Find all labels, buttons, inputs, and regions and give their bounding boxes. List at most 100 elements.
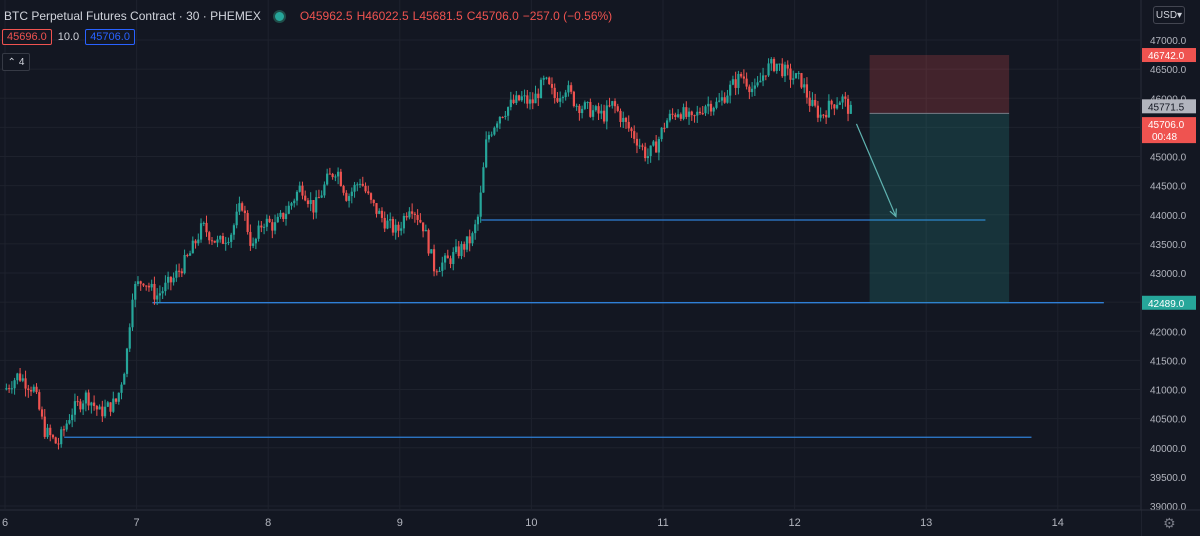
ask-price-button[interactable]: 45706.0 xyxy=(85,29,135,45)
gear-icon[interactable]: ⚙ xyxy=(1163,515,1176,531)
candle-body xyxy=(114,398,118,402)
candle-body xyxy=(663,127,666,129)
candle-body xyxy=(125,348,129,374)
candle-body xyxy=(660,127,663,140)
candle-body xyxy=(676,114,680,117)
candle-body xyxy=(339,171,342,187)
prev-price-label-bg xyxy=(1142,99,1196,114)
spread-value: 10.0 xyxy=(57,31,80,43)
candle-body xyxy=(188,253,192,256)
candle-body xyxy=(216,239,219,243)
candle-body xyxy=(213,240,216,243)
candle-body xyxy=(460,244,463,257)
candle-body xyxy=(304,195,307,201)
candle-body xyxy=(284,213,288,219)
market-status-icon[interactable] xyxy=(272,9,286,23)
candle-body xyxy=(761,75,765,81)
candle-body xyxy=(827,100,830,118)
candle-body xyxy=(830,100,833,105)
candle-body xyxy=(764,75,767,77)
candle-body xyxy=(347,196,351,201)
time-tick-label: 11 xyxy=(657,517,668,529)
candle-body xyxy=(701,113,704,115)
candle-body xyxy=(128,327,131,349)
candle-body xyxy=(400,228,403,231)
candle-body xyxy=(306,200,310,204)
candle-body xyxy=(624,117,628,122)
candle-body xyxy=(687,111,691,117)
candle-body xyxy=(794,73,798,79)
candle-body xyxy=(493,127,496,135)
candle-body xyxy=(219,236,222,240)
time-axis[interactable]: 6 7 8 9 10 11 12 13 14 xyxy=(0,509,1200,536)
candle-body xyxy=(805,84,809,98)
candle-body xyxy=(718,100,721,102)
candle-body xyxy=(635,138,639,146)
low-value: 45681.5 xyxy=(419,9,463,23)
indicators-toggle[interactable]: ⌃ 4 xyxy=(2,53,30,71)
candle-body xyxy=(740,73,743,77)
candle-body xyxy=(180,271,183,274)
candle-body xyxy=(696,111,699,116)
candle-body xyxy=(276,216,279,223)
candle-body xyxy=(704,106,707,114)
candle-body xyxy=(435,271,438,273)
candle-body xyxy=(814,99,817,106)
last-price-label-countdown: 00:48 xyxy=(1152,132,1177,143)
candle-body xyxy=(136,281,140,285)
candle-body xyxy=(268,218,271,223)
ohlc-open: O45962.5 xyxy=(299,9,353,23)
candle-body xyxy=(608,105,611,107)
quote-row: 45696.0 10.0 45706.0 xyxy=(2,29,135,45)
candle-body xyxy=(490,134,493,136)
projection-arrow[interactable] xyxy=(855,123,897,218)
candle-body xyxy=(194,240,197,244)
horizontal-levels[interactable] xyxy=(64,219,1104,438)
candle-body xyxy=(666,120,669,128)
candle-body xyxy=(265,218,268,227)
candle-body xyxy=(515,95,518,103)
candle-body xyxy=(221,236,225,244)
candle-body xyxy=(271,222,274,231)
prev-price-label: 45771.5 xyxy=(1148,102,1185,113)
candle-body xyxy=(249,231,252,246)
candle-body xyxy=(756,82,759,86)
candle-body xyxy=(369,193,373,200)
candle-body xyxy=(79,401,82,410)
candle-body xyxy=(520,96,523,101)
bid-price-button[interactable]: 45696.0 xyxy=(2,29,52,45)
price-axis[interactable]: 39000.0 39500.0 40000.0 40500.0 41000.0 41500… xyxy=(1140,0,1200,536)
candle-body xyxy=(337,171,340,177)
candle-body xyxy=(98,406,101,410)
candle-body xyxy=(487,135,491,140)
short-position-tool[interactable] xyxy=(869,55,1010,303)
candle-body xyxy=(191,240,194,254)
candle-body xyxy=(230,234,233,242)
candle-body xyxy=(517,95,521,101)
currency-button[interactable]: USD ▾ xyxy=(1153,6,1185,24)
candle-body xyxy=(298,185,301,192)
exchange-label: PHEMEX xyxy=(210,9,261,23)
candle-body xyxy=(235,211,238,226)
candle-body xyxy=(753,85,756,89)
candle-body xyxy=(172,277,175,283)
candle-body xyxy=(449,258,452,264)
candle-body xyxy=(95,405,98,410)
candle-body xyxy=(564,92,567,98)
price-tick-label: 39000.0 xyxy=(1150,502,1187,513)
candle-body xyxy=(600,110,603,114)
price-tick-label: 40500.0 xyxy=(1150,415,1187,426)
candle-body xyxy=(241,203,244,211)
candle-body xyxy=(76,401,79,403)
candle-body xyxy=(158,293,162,296)
candle-body xyxy=(734,79,737,88)
candle-body xyxy=(120,384,123,393)
symbol-name: BTC Perpetual Futures Contract xyxy=(4,9,176,23)
candle-body xyxy=(18,373,22,381)
stop-price-label-bg xyxy=(1142,48,1196,63)
ohlc-close: C45706.0 xyxy=(466,9,519,23)
candle-body xyxy=(528,99,532,104)
candle-body xyxy=(496,123,499,128)
candle-body xyxy=(199,223,203,240)
